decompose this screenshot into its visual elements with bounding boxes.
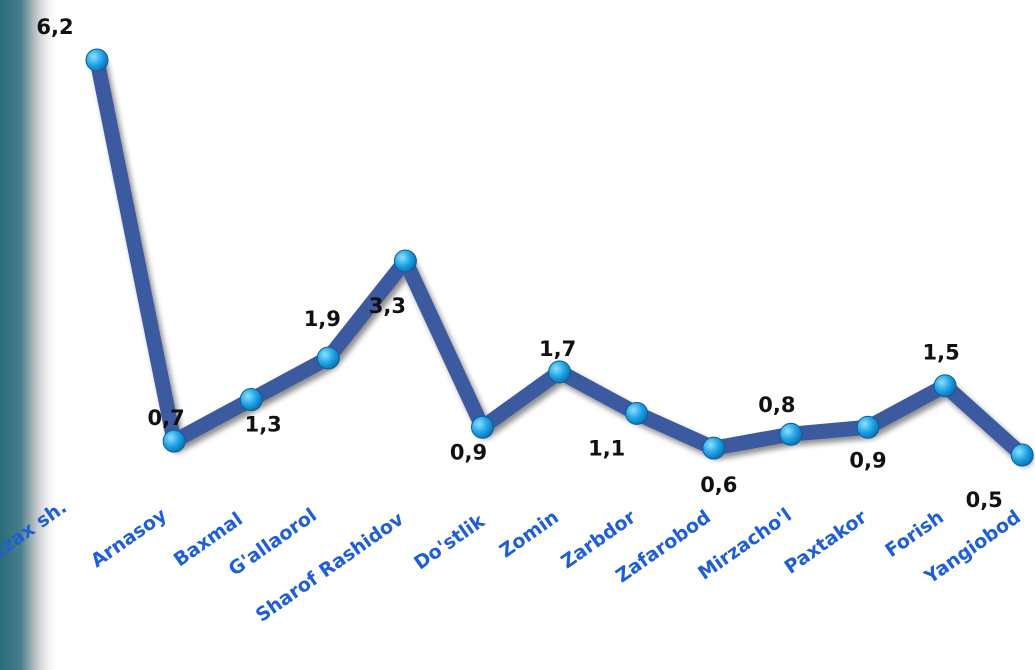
value-label-8: 0,6 <box>700 473 737 497</box>
category-label-6: Zomin <box>496 506 563 562</box>
category-label-4: Sharof Rashidov <box>252 508 409 627</box>
marker-layer <box>85 48 1034 467</box>
data-point-4 <box>393 249 417 273</box>
value-label-layer: 6,2 0,7 1,3 1,9 3,3 0,9 1,7 1,1 0,6 0,8 0,9 1,5 0,5 <box>36 15 1002 512</box>
value-label-4: 3,3 <box>369 294 406 318</box>
category-label-11: Forish <box>881 506 948 562</box>
data-point-6 <box>548 360 572 384</box>
data-point-2 <box>239 388 263 412</box>
data-point-1 <box>162 429 186 453</box>
category-label-1: Arnasoy <box>87 504 172 572</box>
category-label-10: Paxtakor <box>780 506 871 579</box>
data-point-12 <box>1010 443 1034 467</box>
data-point-10 <box>856 415 880 439</box>
data-point-8 <box>702 436 726 460</box>
data-point-3 <box>316 346 340 370</box>
value-label-11: 1,5 <box>922 341 959 365</box>
value-label-10: 0,9 <box>849 448 886 472</box>
series-line <box>89 52 1030 463</box>
value-label-7: 1,1 <box>588 436 625 460</box>
series-layer <box>89 52 1030 463</box>
value-label-5: 0,9 <box>450 440 487 464</box>
data-point-11 <box>933 374 957 398</box>
data-point-0 <box>85 48 109 72</box>
value-label-0: 6,2 <box>36 15 73 39</box>
value-label-6: 1,7 <box>539 337 576 361</box>
value-label-9: 0,8 <box>758 393 795 417</box>
value-label-3: 1,9 <box>304 307 341 331</box>
category-label-9: Mirzacho'l <box>694 504 796 584</box>
data-point-7 <box>625 401 649 425</box>
value-label-12: 0,5 <box>966 488 1003 512</box>
value-label-2: 1,3 <box>245 413 282 437</box>
data-point-9 <box>779 422 803 446</box>
value-label-1: 0,7 <box>147 406 184 430</box>
left-band <box>0 0 60 670</box>
category-label-5: Do'stlik <box>410 510 489 575</box>
category-label-layer: Jizzax sh. ArnasoyBaxmalG'allaorolSharof … <box>0 496 1025 627</box>
data-point-5 <box>471 415 494 439</box>
